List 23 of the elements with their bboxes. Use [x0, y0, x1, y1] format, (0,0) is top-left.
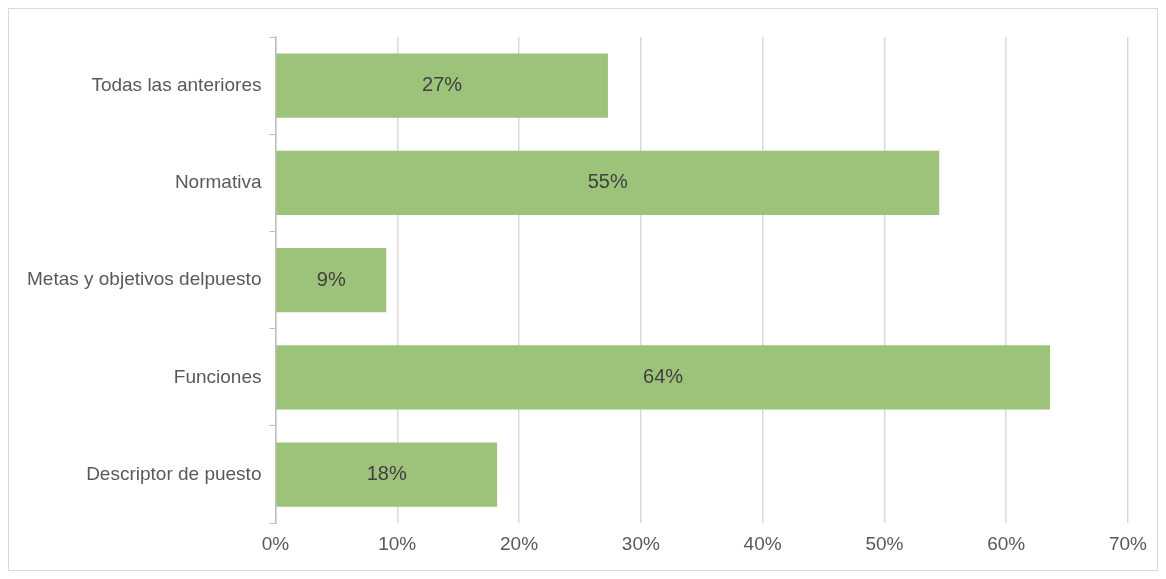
data-label: 55% [587, 170, 628, 193]
y-tick-label: Todas las anteriores [91, 73, 262, 95]
bar [276, 442, 498, 507]
bar [276, 248, 387, 313]
y-tick-label: Normativa [174, 171, 262, 193]
x-tick-label: 20% [500, 532, 539, 554]
x-tick-label: 40% [743, 532, 782, 554]
x-tick-label: 0% [261, 532, 290, 554]
y-tick-label: Descriptor de puesto [86, 462, 262, 484]
x-tick-label: 60% [987, 532, 1026, 554]
bar [276, 53, 608, 118]
x-tick-label: 30% [621, 532, 660, 554]
data-label: 9% [316, 267, 346, 290]
bar [276, 345, 1051, 410]
x-tick-label: 70% [1108, 532, 1148, 554]
x-tick-label: 50% [865, 532, 904, 554]
x-tick-label: 10% [378, 532, 417, 554]
y-tick-label: Funciones [173, 365, 262, 387]
data-label: 18% [366, 462, 407, 485]
y-tick-label: Metas y objetivos delpuesto [27, 268, 262, 290]
bar [276, 150, 940, 215]
data-label: 27% [422, 73, 463, 96]
data-label: 64% [643, 364, 684, 387]
